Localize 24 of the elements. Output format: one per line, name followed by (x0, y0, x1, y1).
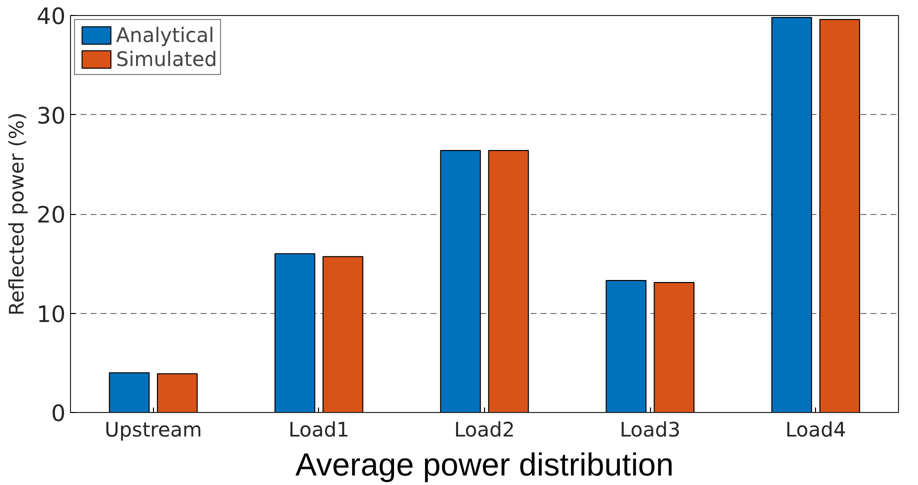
y-axis-title: Reflected power (%) (4, 112, 29, 316)
bar (654, 282, 694, 412)
x-tick-label: Load4 (785, 418, 846, 442)
x-tick-label: Load3 (620, 418, 680, 442)
bar (322, 256, 364, 412)
x-tick-label: Upstream (104, 418, 202, 442)
bar (488, 150, 529, 412)
y-tick-label: 10 (36, 302, 66, 328)
bar (274, 253, 316, 412)
bar (819, 18, 860, 412)
y-tick-label: 0 (51, 401, 66, 427)
bar (771, 16, 812, 412)
bar (606, 280, 646, 412)
y-tick-label: 20 (36, 202, 66, 228)
y-tick-label: 30 (36, 103, 66, 130)
x-tick-label: Load1 (288, 418, 350, 442)
bar (440, 150, 481, 412)
bar (156, 373, 198, 412)
bar (108, 372, 150, 412)
y-tick-label: 40 (36, 4, 66, 30)
x-axis-title: Average power distribution (295, 446, 674, 482)
x-tick-label: Load2 (454, 418, 515, 442)
legend-label: Simulated (116, 47, 218, 71)
legend-label: Analytical (116, 23, 214, 47)
